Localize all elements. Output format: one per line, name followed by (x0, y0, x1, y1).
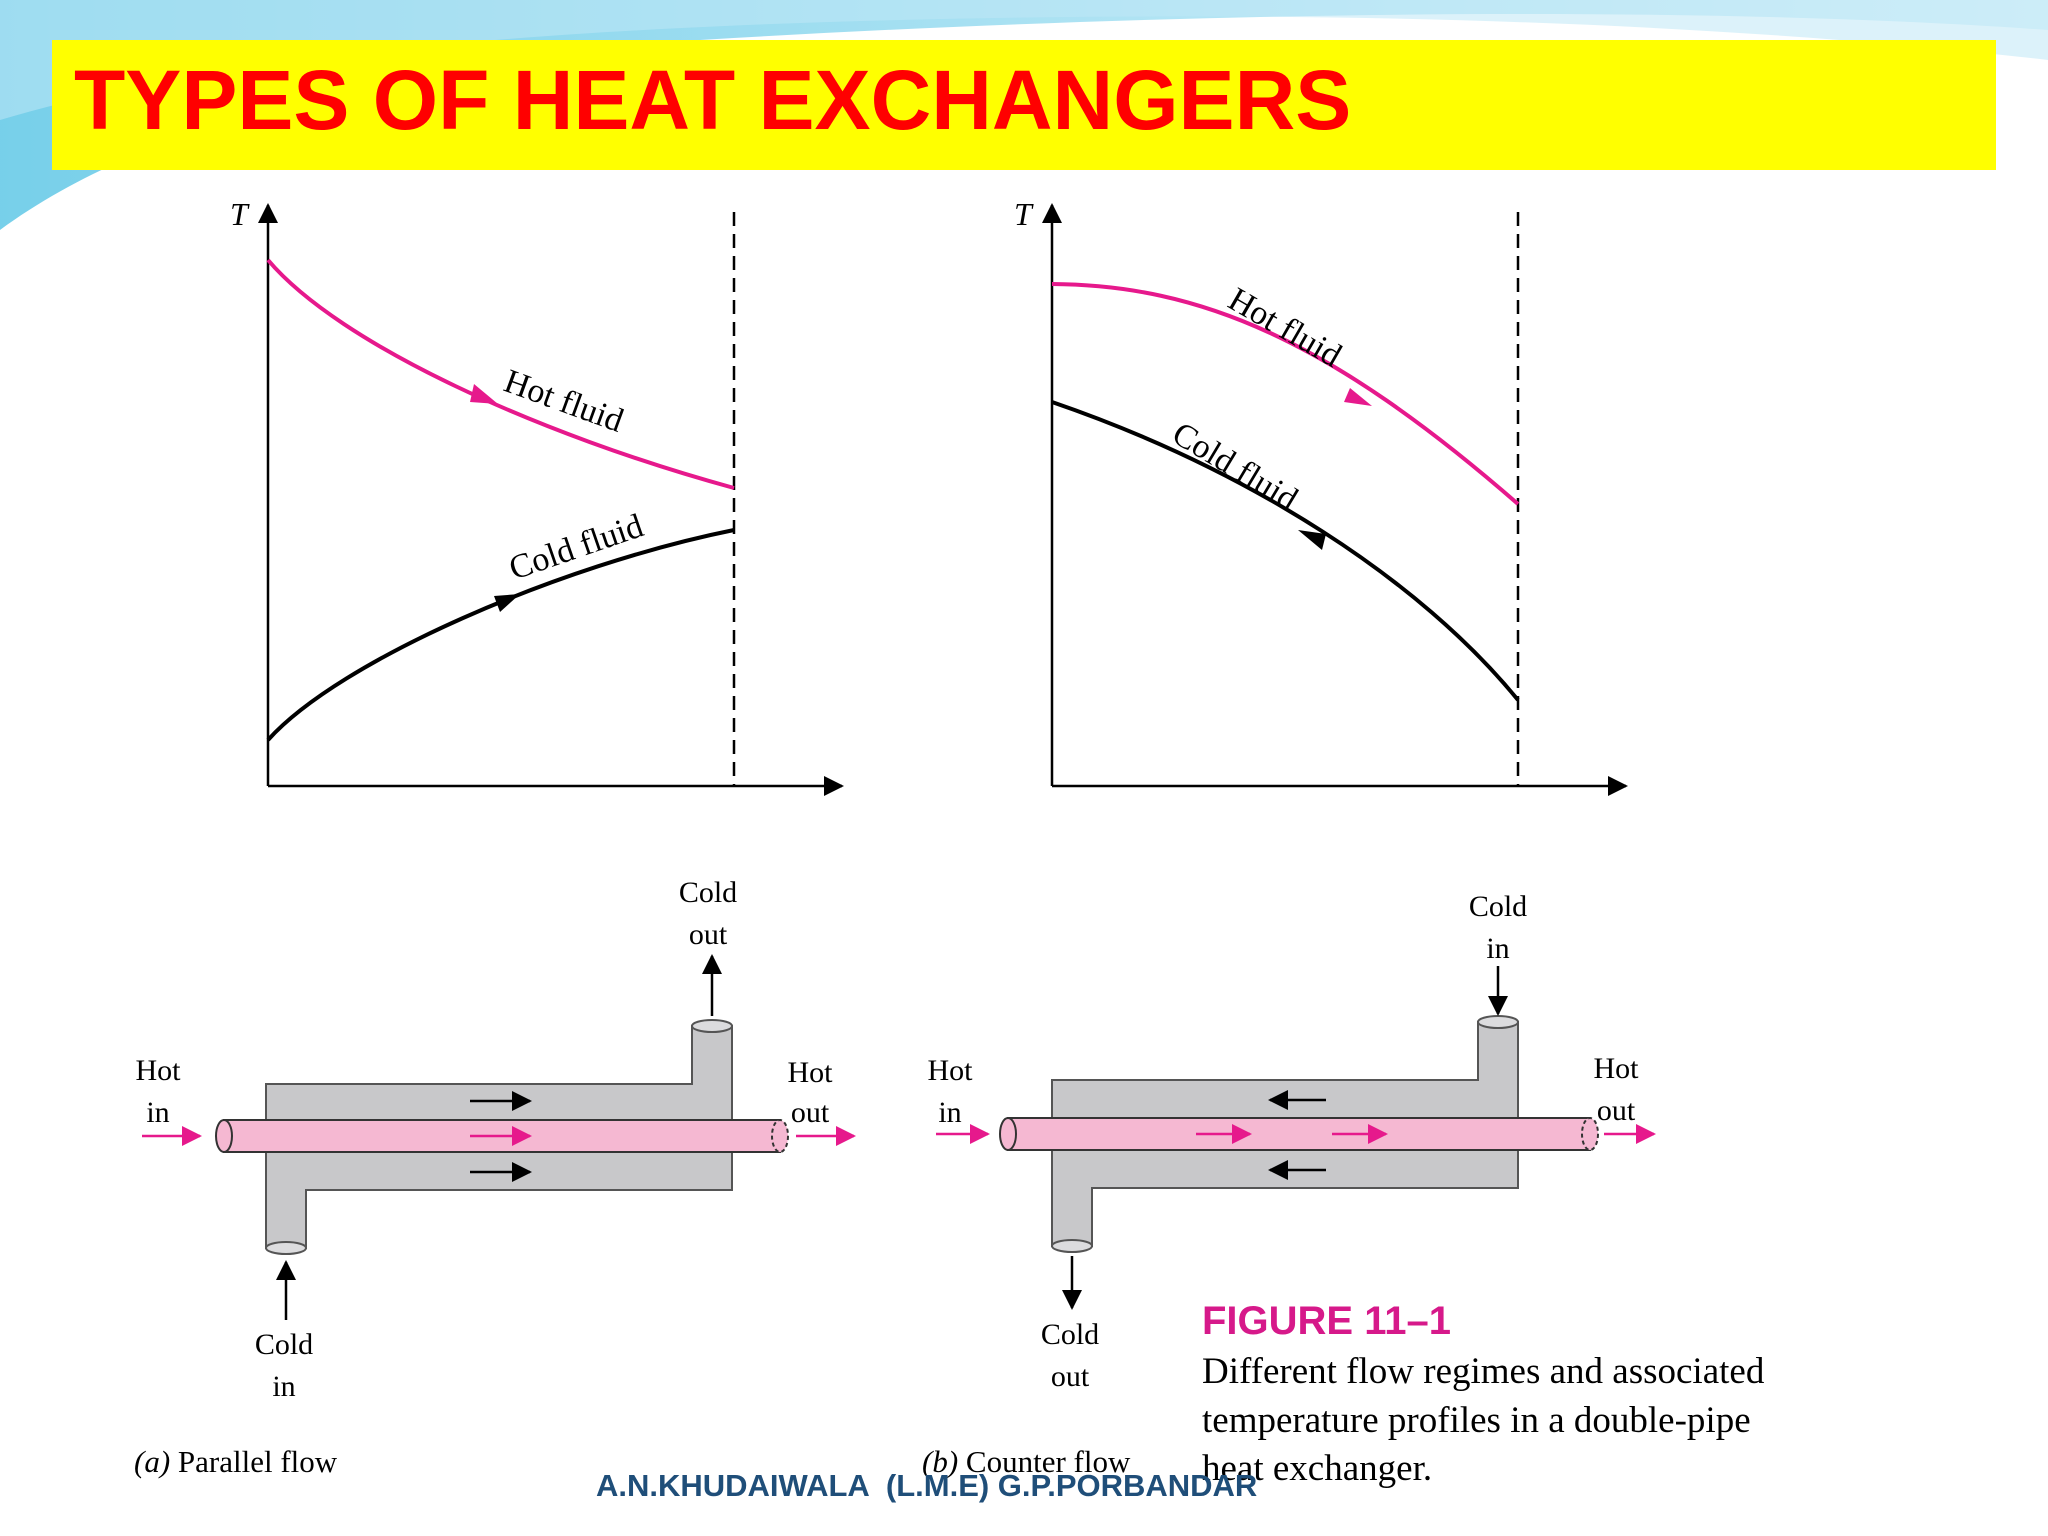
parallel-flow-temperature-plot: T Hot fluid Cold fluid (230, 196, 844, 796)
hot-out-label-line2: out (791, 1096, 830, 1129)
cold-bottom-label-line2: in (272, 1370, 295, 1403)
panel-a-title: Parallel flow (170, 1444, 338, 1479)
panel-b-caption: (b) Counter flow (922, 1444, 1131, 1479)
cold-fluid-curve (266, 528, 735, 742)
cold-fluid-arrow (494, 594, 520, 612)
inner-pipe-inlet (215, 1119, 233, 1153)
shell-nozzle-top-end (1477, 1015, 1519, 1029)
background-swoosh-light (0, 0, 2048, 120)
slide-title: TYPES OF HEAT EXCHANGERS (74, 53, 1352, 147)
cold-fluid-label: Cold fluid (1166, 415, 1304, 518)
inner-pipe-inlet (999, 1117, 1017, 1151)
cold-top-label-line2: out (689, 918, 728, 951)
shell-nozzle-bottom-end (265, 1241, 307, 1255)
hot-in-label-line2: in (938, 1096, 961, 1129)
caption-panel (1180, 1284, 1860, 1504)
counter-flow-temperature-plot: T Hot fluid Cold fluid (1014, 196, 1628, 796)
hot-in-label-line1: Hot (136, 1054, 182, 1087)
hot-fluid-arrow (470, 384, 498, 404)
inner-pipe-outlet (1581, 1117, 1599, 1151)
t-axis-label: T (1014, 196, 1034, 232)
t-axis-label: T (230, 196, 250, 232)
cold-top-label-line1: Cold (1469, 890, 1527, 923)
panel-b-title: Counter flow (958, 1444, 1131, 1479)
cold-top-label-line1: Cold (679, 876, 737, 909)
cold-top-label-line2: in (1486, 932, 1509, 965)
footer-author: A.N.KHUDAIWALA (L.M.E) G.P.PORBANDAR (596, 1468, 1258, 1503)
hot-out-label-line2: out (1597, 1094, 1636, 1127)
panel-b-letter: (b) (922, 1444, 958, 1479)
cold-bottom-label-line1: Cold (1041, 1318, 1099, 1351)
cold-fluid-curve (1051, 400, 1520, 702)
counter-flow-exchanger: Hot in Hot out Cold in Cold out (928, 890, 1656, 1393)
panel-a-letter: (a) (134, 1444, 170, 1479)
figure-caption-line-2: temperature profiles in a double-pipe (1202, 1400, 1751, 1441)
hot-in-label-line1: Hot (928, 1054, 974, 1087)
parallel-flow-exchanger: Hot in Hot out Cold out Cold in (136, 876, 856, 1403)
cold-bottom-label-line1: Cold (255, 1328, 313, 1361)
hot-fluid-label: Hot fluid (499, 363, 628, 440)
figure-caption-line-3: heat exchanger. (1202, 1448, 1432, 1489)
inner-pipe-outlet (771, 1119, 789, 1153)
hot-fluid-curve (1051, 282, 1520, 506)
figure-caption-line-1: Different flow regimes and associated (1202, 1351, 1765, 1392)
hot-fluid-label: Hot fluid (1222, 281, 1348, 375)
cold-bottom-label-line2: out (1051, 1360, 1090, 1393)
hot-fluid-curve (266, 258, 735, 490)
cold-fluid-arrow (1298, 530, 1326, 550)
hot-fluid-arrow (1344, 388, 1372, 406)
hot-out-label-line1: Hot (788, 1056, 834, 1089)
shell-nozzle-bottom-end (1051, 1239, 1093, 1253)
figure-number: FIGURE 11–1 (1202, 1299, 1451, 1343)
inner-pipe (1007, 1117, 1591, 1151)
panel-a-caption: (a) Parallel flow (134, 1444, 338, 1479)
title-bar: TYPES OF HEAT EXCHANGERS (52, 40, 1996, 170)
hot-out-label-line1: Hot (1594, 1052, 1640, 1085)
shell-nozzle-top-end (691, 1019, 733, 1033)
hot-in-label-line2: in (146, 1096, 169, 1129)
